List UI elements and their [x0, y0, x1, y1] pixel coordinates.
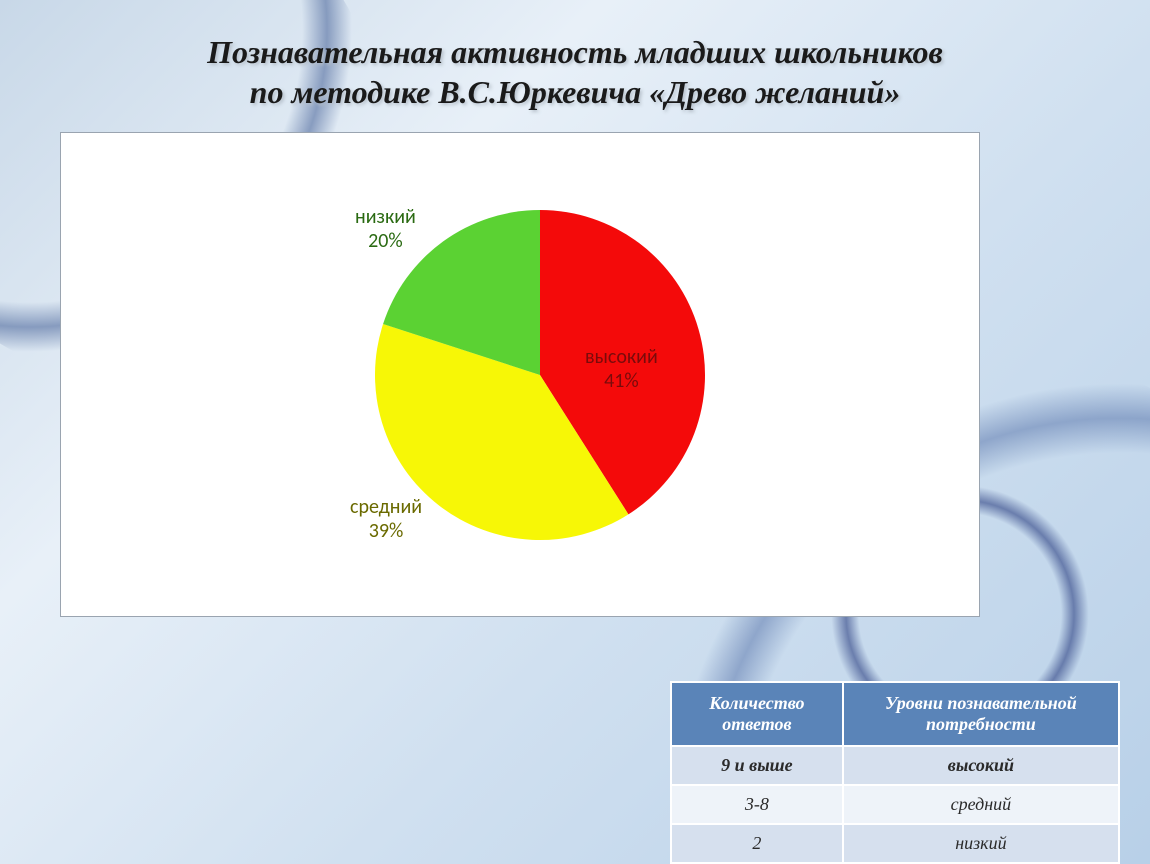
cell-level: низкий — [843, 824, 1119, 863]
cell-answers: 9 и выше — [671, 746, 843, 785]
table-header-row: Количество ответов Уровни познавательной… — [671, 682, 1119, 746]
table-row: 2низкий — [671, 824, 1119, 863]
cell-level: средний — [843, 785, 1119, 824]
cell-answers: 2 — [671, 824, 843, 863]
title-line-2: по методике В.С.Юркевича «Древо желаний» — [250, 74, 901, 110]
cell-answers: 3-8 — [671, 785, 843, 824]
levels-table: Количество ответов Уровни познавательной… — [670, 681, 1120, 864]
pie-chart: высокий 41%средний 39%низкий 20% — [360, 195, 720, 555]
pie-label-высокий: высокий 41% — [585, 345, 658, 393]
pie-label-средний: средний 39% — [350, 495, 422, 543]
pie-chart-card: высокий 41% средний 39% низкий 20% — [60, 132, 980, 617]
col-level: Уровни познавательной потребности — [843, 682, 1119, 746]
table-row: 3-8средний — [671, 785, 1119, 824]
title-line-1: Познавательная активность младших школьн… — [207, 34, 943, 70]
table-row: 9 и вышевысокий — [671, 746, 1119, 785]
cell-level: высокий — [843, 746, 1119, 785]
col-answers: Количество ответов — [671, 682, 843, 746]
pie-label-низкий: низкий 20% — [355, 205, 416, 253]
slide-title: Познавательная активность младших школьн… — [0, 0, 1150, 132]
